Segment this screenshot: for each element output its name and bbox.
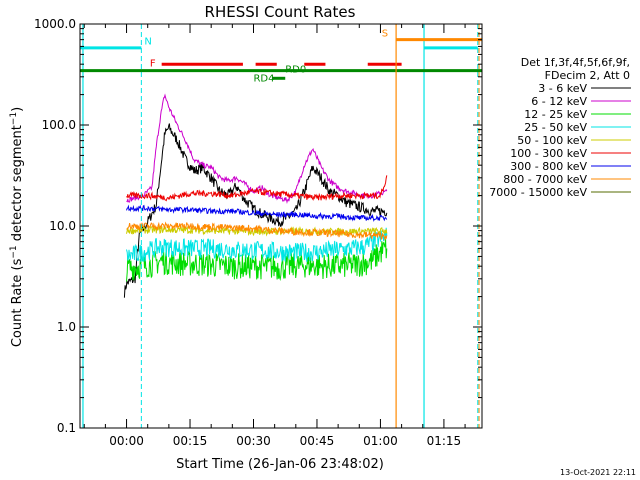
svg-text:Count Rate (s−1 detector segme: Count Rate (s−1 detector segment−1)	[9, 107, 25, 347]
series-line-300-800kev	[126, 204, 388, 222]
flag-label-f: F	[150, 58, 156, 69]
y-tick-label: 10.0	[49, 219, 76, 233]
x-tick-label: 00:15	[173, 434, 208, 448]
legend-label: 12 - 25 keV	[524, 108, 587, 121]
legend-label: 6 - 12 keV	[531, 95, 587, 108]
series-layer	[123, 93, 388, 298]
y-axis-label: Count Rate (s−1 detector segment−1)	[9, 107, 25, 347]
legend-label: 300 - 800 keV	[510, 160, 587, 173]
y-tick-label: 1.0	[57, 320, 76, 334]
series-line-12-25kev	[126, 239, 388, 282]
x-tick-label: 00:00	[109, 434, 144, 448]
legend-header-line: Det 1f,3f,4f,5f,6f,9f,	[521, 56, 630, 69]
series-line-100-300kev	[126, 175, 388, 202]
series-line-6-12kev	[126, 93, 388, 205]
x-tick-label: 00:45	[300, 434, 335, 448]
series-line-800-7000kev	[126, 221, 388, 242]
flag-label-rd0: RD0	[285, 65, 306, 76]
x-axis-label: Start Time (26-Jan-06 23:48:02)	[176, 457, 384, 472]
chart-title: RHESSI Count Rates	[205, 3, 356, 21]
legend-label: 7000 - 15000 keV	[489, 186, 587, 199]
flag-label-n: N	[144, 36, 151, 47]
legend-label: 3 - 6 keV	[538, 82, 587, 95]
axes-layer: 1000.0 100.0 10.0 1.0 0.1 00:00 00:15 00:30 00:4…	[34, 17, 483, 448]
y-tick-label: 100.0	[42, 118, 76, 132]
flags-layer: NF RD0 RD4 S	[80, 24, 482, 428]
series-line-3-6kev	[123, 123, 388, 298]
y-tick-label: 1000.0	[34, 17, 76, 31]
series-line-25-50kev	[126, 227, 388, 263]
x-tick-label: 00:30	[236, 434, 271, 448]
series-line-50-100kev	[126, 225, 388, 237]
legend-header-line: FDecim 2, Att 0	[545, 69, 630, 82]
legend-label: 50 - 100 keV	[517, 134, 587, 147]
flag-label-rd4: RD4	[253, 73, 274, 84]
legend-layer: Det 1f,3f,4f,5f,6f,9f,FDecim 2, Att 03 -…	[489, 56, 631, 199]
legend-label: 100 - 300 keV	[510, 147, 587, 160]
x-tick-label: 01:00	[363, 434, 398, 448]
y-tick-label: 0.1	[57, 421, 76, 435]
flag-label-s: S	[382, 29, 388, 40]
x-tick-label: 01:15	[427, 434, 462, 448]
footer-date: 13-Oct-2021 22:11	[560, 468, 636, 477]
legend-label: 800 - 7000 keV	[503, 173, 587, 186]
legend-label: 25 - 50 keV	[524, 121, 587, 134]
